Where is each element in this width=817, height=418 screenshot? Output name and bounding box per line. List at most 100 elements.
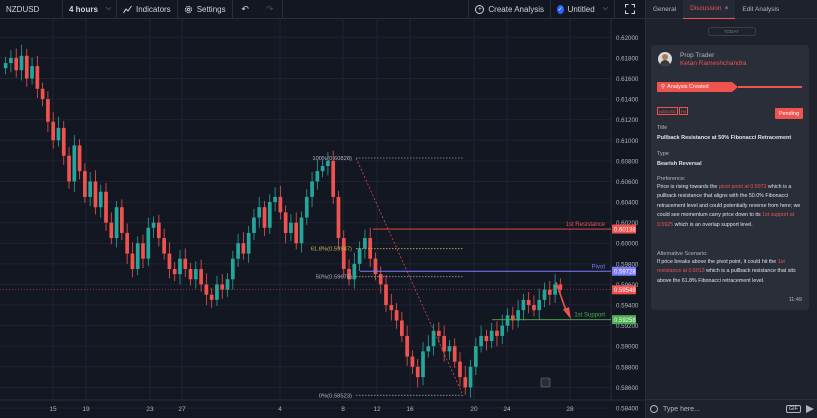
tab-edit-analysis[interactable]: Edit Analysis (735, 0, 786, 19)
candle-body (468, 366, 473, 388)
send-icon[interactable] (806, 405, 814, 413)
undo-button[interactable]: ↶ (233, 0, 258, 19)
chart-toolbar: NZDUSD 4 hours ⌵ Indicators Settings ↶ ↷… (0, 0, 645, 19)
symbol-chip: NZDUSD (657, 107, 678, 115)
candle-body (452, 346, 457, 362)
author-role: Prop Trader (680, 52, 715, 59)
redo-button[interactable]: ↷ (258, 0, 283, 19)
candle-body (442, 335, 446, 352)
candle-body (14, 57, 19, 71)
layout-selector[interactable]: ✓ Untitled ⌵ (551, 0, 615, 19)
candle-body (230, 258, 235, 280)
price-tick-label: 0.60400 (616, 200, 639, 207)
candle-body (495, 330, 499, 336)
analysis-title: Pullback Resistance at 50% Fibonacci Ret… (657, 135, 792, 141)
candle-body (167, 253, 172, 269)
candle-body (141, 243, 145, 259)
price-tick-label: 0.61800 (616, 55, 639, 62)
fib-level-label: 0%(0.58523) (319, 393, 352, 399)
fib-trend-line (355, 157, 464, 396)
candle-body (125, 232, 129, 254)
timeframe-chip: H4 (679, 107, 689, 115)
price-chart[interactable]: 0.62000 0.61800 0.61600 0.61400 0.61200 0.610… (0, 19, 645, 418)
fib-level-label: 50%(0.59675) (316, 275, 352, 281)
interval-label: 4 hours (69, 4, 98, 14)
gif-button[interactable]: GIF (785, 405, 801, 413)
candle-body (135, 243, 140, 269)
close-icon[interactable]: × (724, 5, 729, 12)
candle-body (558, 284, 563, 290)
time-tick-label: 23 (146, 406, 154, 413)
status-badge: Pending (774, 108, 803, 119)
tab-discussion[interactable]: Discussion × (683, 0, 736, 19)
candle-body (447, 346, 452, 352)
candle-body (3, 63, 8, 69)
candle-body (547, 289, 552, 295)
candle-body (88, 181, 93, 197)
pin-icon: ⚲ (661, 84, 666, 90)
indicators-button[interactable]: Indicators (117, 0, 178, 19)
symbol-selector[interactable]: NZDUSD (0, 0, 63, 19)
price-tick-label: 0.59000 (616, 344, 639, 351)
candle-body (30, 66, 34, 79)
fib-level-label: 100%(0.60828) (312, 156, 352, 162)
candle-body (320, 166, 325, 172)
candle-body (415, 366, 420, 378)
candle-body (61, 127, 66, 156)
fullscreen-button[interactable] (615, 0, 645, 19)
candle-body (500, 325, 505, 336)
candle-body (331, 160, 336, 197)
candle-body (9, 57, 13, 64)
candle-body (172, 268, 177, 275)
indicators-icon (123, 5, 132, 13)
message-input[interactable] (663, 405, 781, 413)
analysis-type: Bearish Reversal (657, 161, 702, 167)
chart-canvas[interactable]: 0.62000 0.61800 0.61600 0.61400 0.61200 0.610… (0, 19, 645, 418)
analysis-panel: General Discussion × Edit Analysis TODAY… (645, 0, 817, 418)
date-separator: TODAY (707, 27, 756, 36)
candle-body (67, 155, 71, 182)
price-tick-label: 0.60200 (616, 220, 639, 227)
title-label: Title (657, 125, 668, 131)
price-tick-label: 0.60000 (616, 241, 639, 248)
emoji-icon[interactable] (650, 405, 658, 413)
alternative-label: Alternative Scenario: (657, 251, 708, 257)
indicators-label: Indicators (136, 4, 171, 14)
fib-level-label: 61.8%(0.59947) (311, 247, 352, 253)
symbol-label: NZDUSD (6, 4, 40, 14)
price-tick-label: 0.58400 (616, 406, 639, 413)
candle-body (83, 171, 87, 197)
candle-body (352, 263, 357, 280)
preference-label: Preference: (657, 176, 686, 182)
author-name[interactable]: Ketan Rameshchandra (680, 60, 747, 67)
tab-general[interactable]: General (646, 0, 683, 19)
bearish-arrow-head (563, 307, 571, 320)
candle-body (505, 315, 510, 326)
candle-body (357, 248, 362, 264)
candle-body (19, 55, 24, 71)
price-tick-label: 0.61000 (616, 138, 639, 145)
price-tick-label: 0.59800 (616, 261, 639, 268)
create-analysis-button[interactable]: + Create Analysis (468, 0, 551, 19)
candle-body (458, 361, 462, 378)
time-tick-label: 12 (373, 406, 381, 413)
avatar[interactable] (658, 52, 672, 66)
tab-general-label: General (653, 5, 677, 13)
candle-body (283, 212, 288, 233)
candle-body (473, 346, 478, 367)
interval-selector[interactable]: 4 hours ⌵ (63, 0, 117, 19)
candle-body (252, 217, 256, 233)
candle-body (384, 284, 388, 306)
settings-button[interactable]: Settings (178, 0, 233, 19)
candle-body (310, 181, 314, 197)
gear-icon (184, 5, 192, 13)
candle-body (526, 299, 531, 306)
candle-body (368, 238, 373, 259)
candle-body (151, 222, 156, 228)
candle-body (378, 274, 383, 285)
candle-body (394, 310, 399, 321)
candle-body (157, 222, 161, 239)
preference-text: Price is rising towards the pivot point … (657, 184, 801, 228)
candle-body (532, 305, 536, 311)
candle-body (209, 294, 214, 300)
